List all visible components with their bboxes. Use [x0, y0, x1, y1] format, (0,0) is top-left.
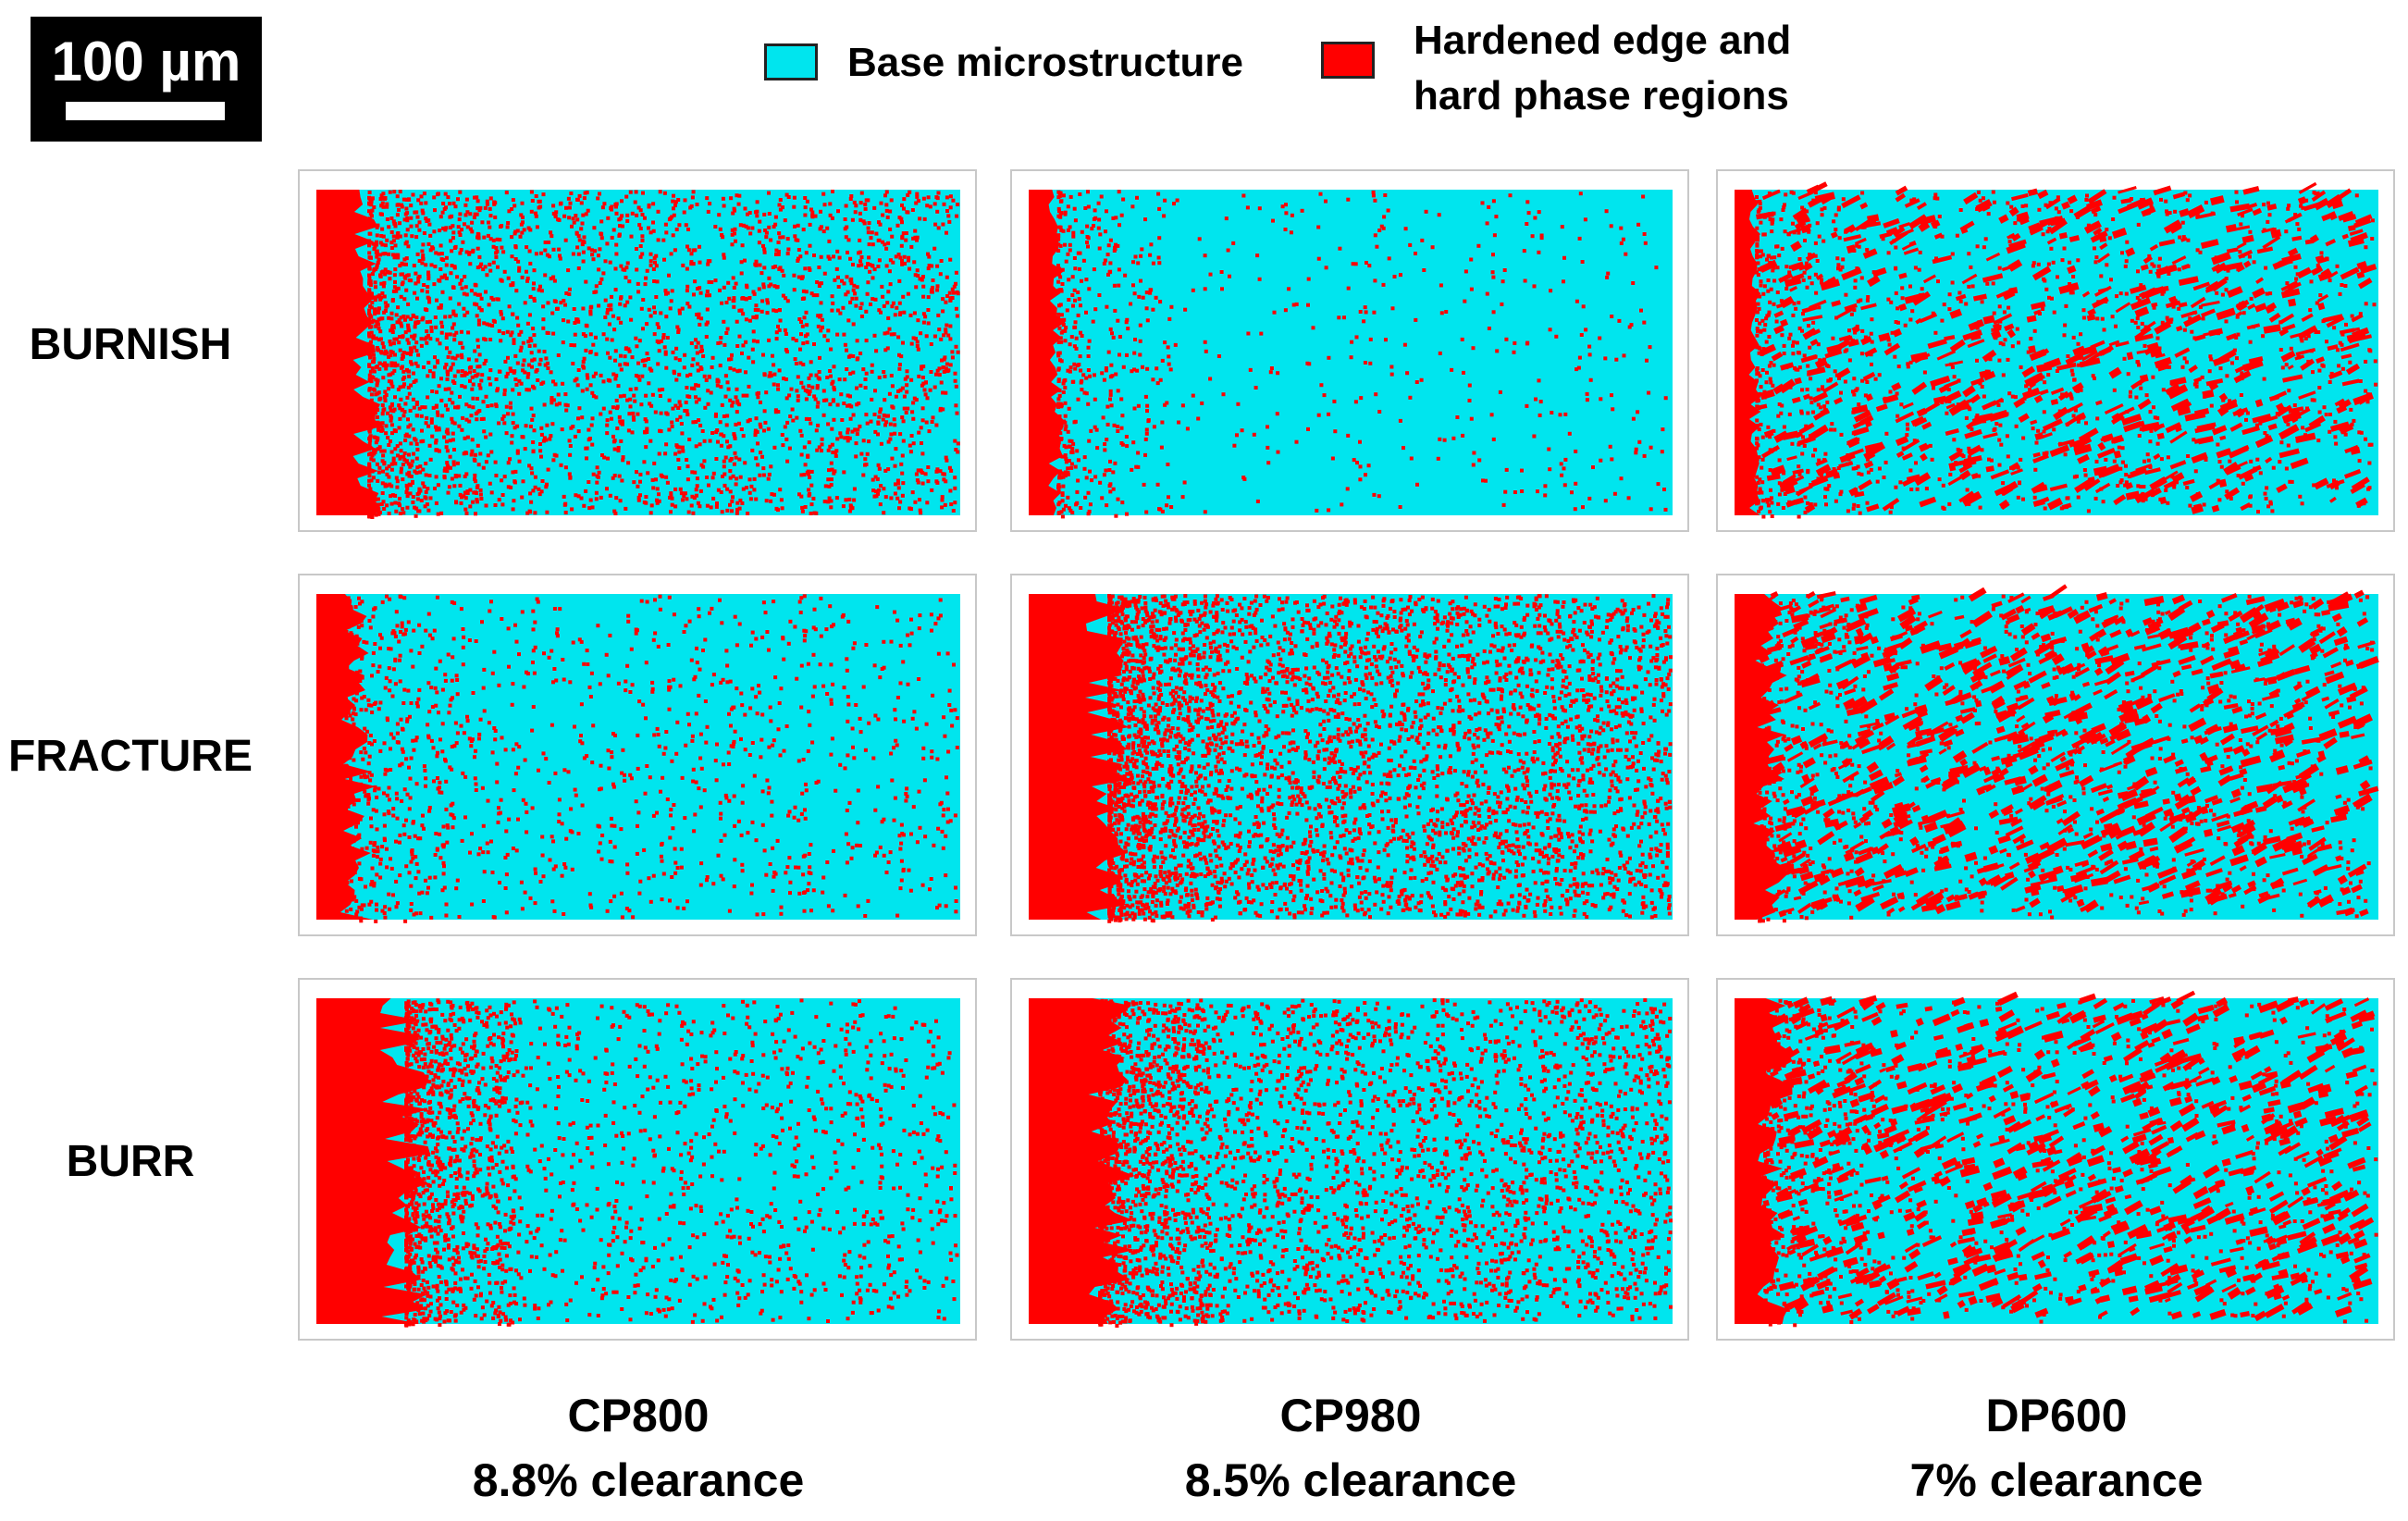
column-material-dp600: DP600: [1779, 1383, 2334, 1448]
micrograph-fracture-cp980: [1010, 574, 1689, 936]
micrograph-burr-cp800: [298, 978, 977, 1341]
micrograph-fracture-dp600: [1716, 574, 2395, 936]
legend-swatch-hard: [1321, 42, 1375, 79]
row-label-fracture: FRACTURE: [0, 731, 269, 783]
micrograph-burnish-dp600: [1716, 169, 2395, 532]
column-clearance-cp980: 8.5% clearance: [1073, 1448, 1628, 1513]
column-label-cp980: CP980 8.5% clearance: [1073, 1383, 1628, 1513]
column-material-cp800: CP800: [361, 1383, 916, 1448]
column-clearance-dp600: 7% clearance: [1779, 1448, 2334, 1513]
row-label-burnish: BURNISH: [0, 319, 269, 371]
column-clearance-cp800: 8.8% clearance: [361, 1448, 916, 1513]
scale-bar-line: [66, 102, 225, 120]
legend-label-base: Base microstructure: [847, 36, 1243, 90]
micrograph-burnish-cp980: [1010, 169, 1689, 532]
column-label-cp800: CP800 8.8% clearance: [361, 1383, 916, 1513]
scale-bar: 100 µm: [31, 17, 262, 142]
legend-label-hard-line1: Hardened edge and: [1414, 14, 1791, 68]
micrograph-burr-dp600: [1716, 978, 2395, 1341]
legend-label-hard-line2: hard phase regions: [1414, 69, 1789, 123]
column-material-cp980: CP980: [1073, 1383, 1628, 1448]
row-label-burr: BURR: [0, 1136, 269, 1188]
micrograph-burr-cp980: [1010, 978, 1689, 1341]
scale-bar-label: 100 µm: [31, 30, 262, 94]
micrograph-burnish-cp800: [298, 169, 977, 532]
micrograph-fracture-cp800: [298, 574, 977, 936]
legend-swatch-base: [764, 43, 818, 80]
column-label-dp600: DP600 7% clearance: [1779, 1383, 2334, 1513]
